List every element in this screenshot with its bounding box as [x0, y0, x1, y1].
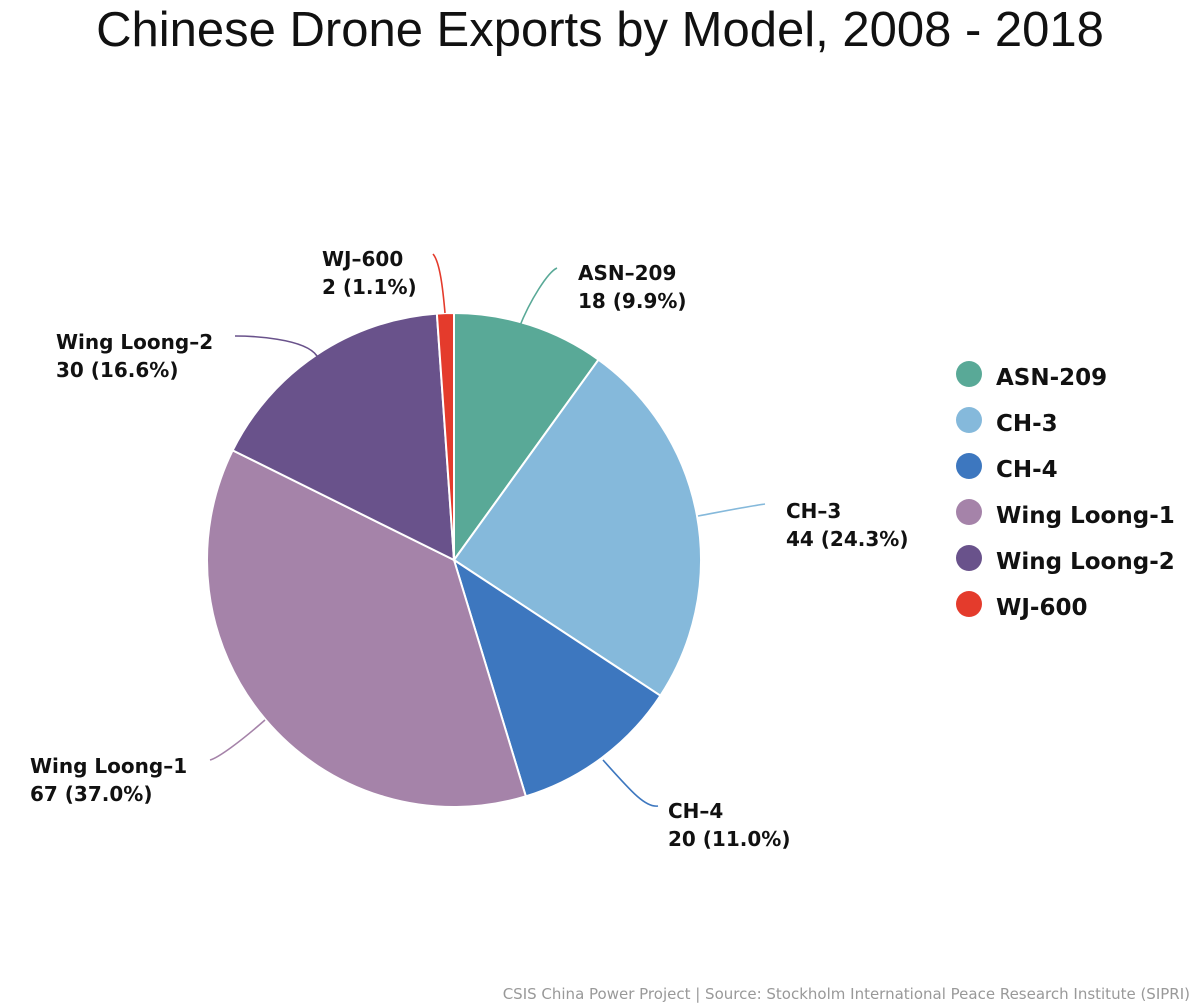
- pie-slice-wj-600[interactable]: [435, 312, 455, 561]
- data-label-value-wj-600: 2 (1.1%): [322, 275, 417, 299]
- pie-slice-wing-loong-1[interactable]: [206, 449, 527, 808]
- legend-marker-wj-600[interactable]: [956, 591, 982, 617]
- leader-line-ch-3: [697, 503, 766, 517]
- legend-label-wj-600[interactable]: WJ-600: [996, 595, 1087, 621]
- leader-line-asn-209: [518, 267, 558, 329]
- data-label-name-wing-loong-2: Wing Loong–2: [56, 330, 213, 354]
- pie-slice-ch-3[interactable]: [453, 358, 702, 697]
- leader-line-wing-loong-1: [209, 719, 266, 761]
- legend-label-wing-loong-2[interactable]: Wing Loong-2: [996, 549, 1175, 575]
- data-label-value-wing-loong-2: 30 (16.6%): [56, 358, 178, 382]
- chart-title: Chinese Drone Exports by Model, 2008 - 2…: [96, 3, 1104, 57]
- data-label-name-asn-209: ASN–209: [578, 261, 676, 285]
- legend-marker-ch-4[interactable]: [956, 453, 982, 479]
- legend-marker-ch-3[interactable]: [956, 407, 982, 433]
- pie-slice-ch-4[interactable]: [453, 559, 662, 798]
- data-label-name-wj-600: WJ–600: [322, 247, 403, 271]
- data-label-name-ch-3: CH–3: [786, 499, 841, 523]
- data-label-name-wing-loong-1: Wing Loong–1: [30, 754, 187, 778]
- data-label-value-ch-3: 44 (24.3%): [786, 527, 908, 551]
- legend-marker-wing-loong-2[interactable]: [956, 545, 982, 571]
- leader-lines: [209, 253, 766, 807]
- data-label-value-asn-209: 18 (9.9%): [578, 289, 687, 313]
- legend-label-wing-loong-1[interactable]: Wing Loong-1: [996, 503, 1175, 529]
- slice-labels: ASN–209 18 (9.9%) CH–3 44 (24.3%) CH–4 20 (11…: [30, 247, 908, 851]
- legend-label-asn-209[interactable]: ASN-209: [996, 365, 1107, 391]
- leader-line-wj-600: [432, 253, 446, 314]
- legend-marker-wing-loong-1[interactable]: [956, 499, 982, 525]
- legend-label-ch-4[interactable]: CH-4: [996, 457, 1058, 483]
- pie-slices: [206, 312, 702, 808]
- data-label-name-ch-4: CH–4: [668, 799, 723, 823]
- leader-line-ch-4: [602, 759, 659, 807]
- legend: ASN-209 CH-3 CH-4 Wing Loong-1 Wing Loong-2 W…: [956, 361, 1175, 621]
- legend-marker-asn-209[interactable]: [956, 361, 982, 387]
- legend-label-ch-3[interactable]: CH-3: [996, 411, 1058, 437]
- source-note: CSIS China Power Project | Source: Stock…: [502, 985, 1190, 1003]
- leader-line-wing-loong-2: [234, 335, 318, 357]
- data-label-value-ch-4: 20 (11.0%): [668, 827, 790, 851]
- pie-slice-asn-209[interactable]: [453, 312, 600, 561]
- data-label-value-wing-loong-1: 67 (37.0%): [30, 782, 152, 806]
